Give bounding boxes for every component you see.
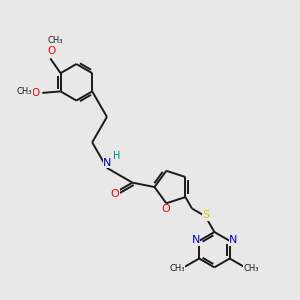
Text: N: N xyxy=(103,158,112,168)
Text: O: O xyxy=(161,204,170,214)
Text: S: S xyxy=(202,210,209,220)
Text: N: N xyxy=(229,235,237,245)
Text: H: H xyxy=(113,151,120,160)
Text: CH₃: CH₃ xyxy=(169,265,184,274)
Text: CH₃: CH₃ xyxy=(243,265,259,274)
Text: CH₃: CH₃ xyxy=(17,87,32,96)
Text: N: N xyxy=(191,235,200,245)
Text: O: O xyxy=(32,88,40,98)
Text: O: O xyxy=(110,189,119,199)
Text: CH₃: CH₃ xyxy=(48,36,63,45)
Text: O: O xyxy=(48,46,56,56)
